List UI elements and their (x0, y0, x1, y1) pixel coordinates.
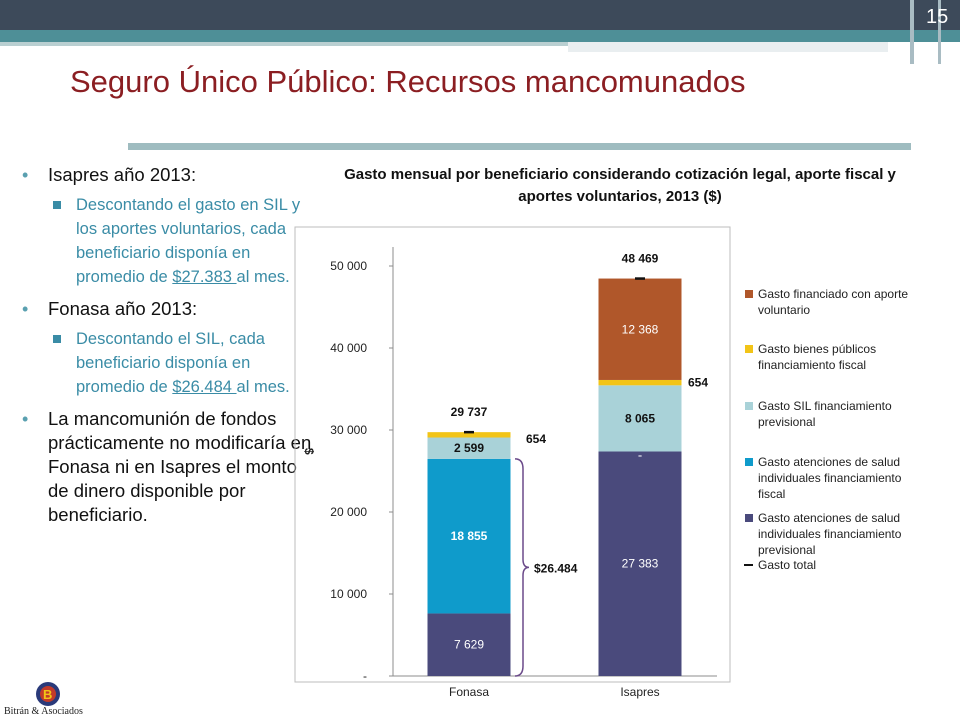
legend-entry-1: Gasto atenciones de salud individuales fi… (758, 455, 902, 501)
sub-bullet-fonasa: Descontando el SIL, cada beneficiario di… (20, 327, 320, 399)
top-band (0, 0, 960, 30)
data-label: 8 065 (625, 411, 655, 425)
data-label: 18 855 (451, 529, 488, 543)
x-tick-label: Fonasa (449, 685, 489, 699)
total-label: 29 737 (451, 405, 488, 419)
y-tick-label: 50 000 (330, 259, 367, 273)
sub-bullet-fonasa-end: al mes. (236, 378, 290, 396)
stacked-bar-chart: - 10 000 20 000 30 000 40 000 50 000 $7 629 18 … (294, 226, 908, 699)
brace-annotation (514, 458, 530, 677)
y-axis-label: $ (302, 448, 316, 455)
legend-swatch-0 (745, 514, 753, 522)
data-label: 12 368 (622, 322, 659, 336)
bar-segment-fonasa-1 (427, 458, 511, 614)
brace-annotation-label: $26.484 (534, 561, 578, 575)
title-rule (128, 143, 911, 150)
y-tick-label: 20 000 (330, 505, 367, 519)
vertical-line-1 (910, 0, 914, 64)
square-bullet-icon (53, 201, 61, 209)
data-label: 27 383 (622, 557, 659, 571)
callout-label-isapres: 654 (688, 376, 708, 390)
bar-segment-isapres-4 (598, 278, 682, 380)
x-tick-label: Isapres (620, 685, 659, 699)
bar-segment-isapres-2 (598, 385, 682, 452)
legend-entry-4: Gasto financiado con aporte voluntario (758, 287, 908, 317)
square-bullet-icon (53, 335, 61, 343)
legend-swatch-1 (745, 458, 753, 466)
total-label: 48 469 (622, 252, 659, 266)
accent-band (0, 30, 960, 42)
legend-entry-3: Gasto bienes públicos financiamiento fisc… (758, 342, 876, 372)
legend-swatch-2 (745, 402, 753, 410)
data-label-zero: - (638, 447, 642, 462)
bar-segment-isapres-0 (598, 451, 682, 676)
bullet-list: Isapres año 2013: Descontando el gasto e… (20, 163, 320, 533)
bar-segment-fonasa-0 (427, 613, 511, 676)
callout-label-fonasa: 654 (526, 432, 546, 446)
bar-segment-fonasa-2 (427, 437, 511, 459)
data-label: 2 599 (454, 441, 484, 455)
legend-entry-total: Gasto total (758, 558, 816, 572)
legend-entry-2: Gasto SIL financiamiento previsional (758, 399, 892, 429)
fonasa-amount-link[interactable]: $26.484 (172, 378, 237, 396)
bar-segment-isapres-3 (598, 379, 682, 386)
accent-band-thin (0, 42, 568, 46)
y-tick-label: 40 000 (330, 341, 367, 355)
plot-frame (294, 226, 731, 683)
logo-text: Bitrán & Asociados (4, 706, 83, 717)
legend-entry-0: Gasto atenciones de salud individuales fi… (758, 511, 902, 557)
svg-text:B: B (43, 687, 52, 702)
bullet-fonasa: Fonasa año 2013: (20, 297, 320, 321)
bullet-mancomunion: La mancomunión de fondos prácticamente n… (20, 407, 320, 527)
accent-band-light (568, 42, 888, 52)
sub-bullet-fonasa-text: Descontando el SIL, cada beneficiario di… (76, 330, 265, 396)
globe-logo-icon: B (36, 682, 60, 706)
sub-bullet-isapres: Descontando el gasto en SIL y los aporte… (20, 193, 320, 289)
y-tick-label: - (363, 669, 367, 683)
isapres-amount-link[interactable]: $27.383 (172, 268, 237, 286)
vertical-line-2 (938, 0, 941, 64)
chart-title: Gasto mensual por beneficiario considera… (344, 166, 896, 205)
slide-title: Seguro Único Público: Recursos mancomuna… (70, 64, 746, 99)
bullet-isapres: Isapres año 2013: (20, 163, 320, 187)
sub-bullet-isapres-text: Descontando el gasto en SIL y los aporte… (76, 196, 301, 286)
y-tick-label: 30 000 (330, 423, 367, 437)
page-number: 15 (926, 6, 949, 28)
y-tick-label: 10 000 (330, 587, 367, 601)
legend-swatch-3 (745, 345, 753, 353)
legend-swatch-4 (745, 290, 753, 298)
bar-segment-fonasa-3 (427, 432, 511, 438)
sub-bullet-isapres-end: al mes. (236, 268, 290, 286)
data-label: 7 629 (454, 638, 484, 652)
